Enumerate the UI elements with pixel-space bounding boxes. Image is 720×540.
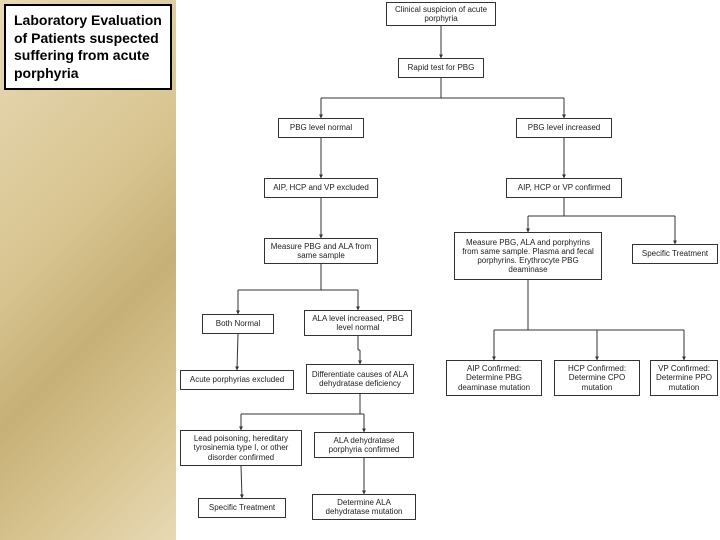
flowchart-area: Clinical suspicion of acute porphyria Rap… — [176, 0, 720, 540]
flowchart-node: HCP Confirmed: Determine CPO mutation — [554, 360, 640, 396]
flowchart-node: Determine ALA dehydratase mutation — [312, 494, 416, 520]
flowchart-node: AIP, HCP or VP confirmed — [506, 178, 622, 198]
flowchart-node: VP Confirmed: Determine PPO mutation — [650, 360, 718, 396]
flowchart-node: PBG level increased — [516, 118, 612, 138]
flowchart-node: Differentiate causes of ALA dehydratase … — [306, 364, 414, 394]
flowchart-node: Specific Treatment — [632, 244, 718, 264]
flowchart-node: Lead poisoning, hereditary tyrosinemia t… — [180, 430, 302, 466]
flowchart-node: AIP, HCP and VP excluded — [264, 178, 378, 198]
title-text: Laboratory Evaluation of Patients suspec… — [14, 12, 162, 81]
flowchart-node: Specific Treatment — [198, 498, 286, 518]
flowchart-node: Clinical suspicion of acute porphyria — [386, 2, 496, 26]
sidebar-parchment: Laboratory Evaluation of Patients suspec… — [0, 0, 176, 540]
flowchart-node: AIP Confirmed: Determine PBG deaminase m… — [446, 360, 542, 396]
flowchart-node: PBG level normal — [278, 118, 364, 138]
flowchart-node: ALA dehydratase porphyria confirmed — [314, 432, 414, 458]
title-box: Laboratory Evaluation of Patients suspec… — [4, 4, 172, 90]
flowchart-node: Measure PBG and ALA from same sample — [264, 238, 378, 264]
flowchart-node: Both Normal — [202, 314, 274, 334]
flowchart-node: Acute porphyrias excluded — [180, 370, 294, 390]
flowchart-node: Measure PBG, ALA and porphyrins from sam… — [454, 232, 602, 280]
flowchart-node: Rapid test for PBG — [398, 58, 484, 78]
flowchart-node: ALA level increased, PBG level normal — [304, 310, 412, 336]
